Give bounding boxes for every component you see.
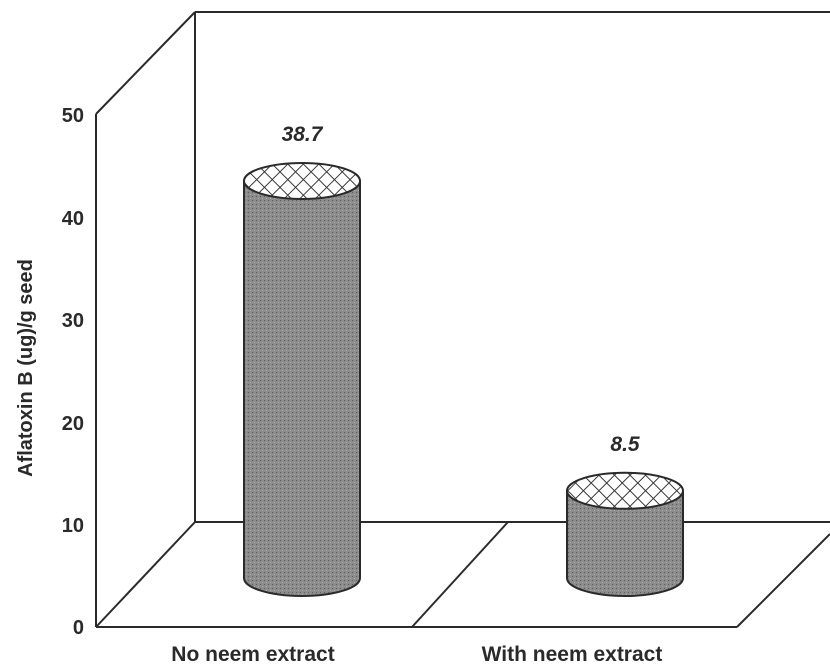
left-wall-top-edge <box>95 11 196 115</box>
x-category-label: With neem extract <box>482 643 663 666</box>
y-tick-label: 20 <box>62 413 84 435</box>
y-tick-label: 10 <box>62 515 84 537</box>
x-category-label: No neem extract <box>171 643 334 666</box>
bar-body <box>243 179 361 597</box>
y-tick-labels: 0 10 20 30 40 50 <box>62 105 84 639</box>
y-tick-label: 0 <box>73 617 84 639</box>
y-axis-label: Aflatoxin B (ug)/g seed <box>15 259 37 477</box>
y-tick-label: 50 <box>62 105 84 127</box>
bar-body <box>566 489 684 597</box>
left-floor-edge <box>95 521 196 628</box>
right-floor-edge <box>736 533 830 628</box>
chart-frame <box>95 11 830 628</box>
bar-series: 38.7 8.5 <box>243 123 684 597</box>
data-label: 38.7 <box>282 123 324 146</box>
data-label: 8.5 <box>610 433 640 456</box>
bar: 38.7 <box>243 123 361 597</box>
floor-divider <box>411 521 509 628</box>
bar-top <box>566 471 684 510</box>
y-tick-label: 30 <box>62 310 84 332</box>
y-tick-label: 40 <box>62 208 84 230</box>
bar: 8.5 <box>566 433 684 597</box>
bar-top <box>243 161 361 200</box>
